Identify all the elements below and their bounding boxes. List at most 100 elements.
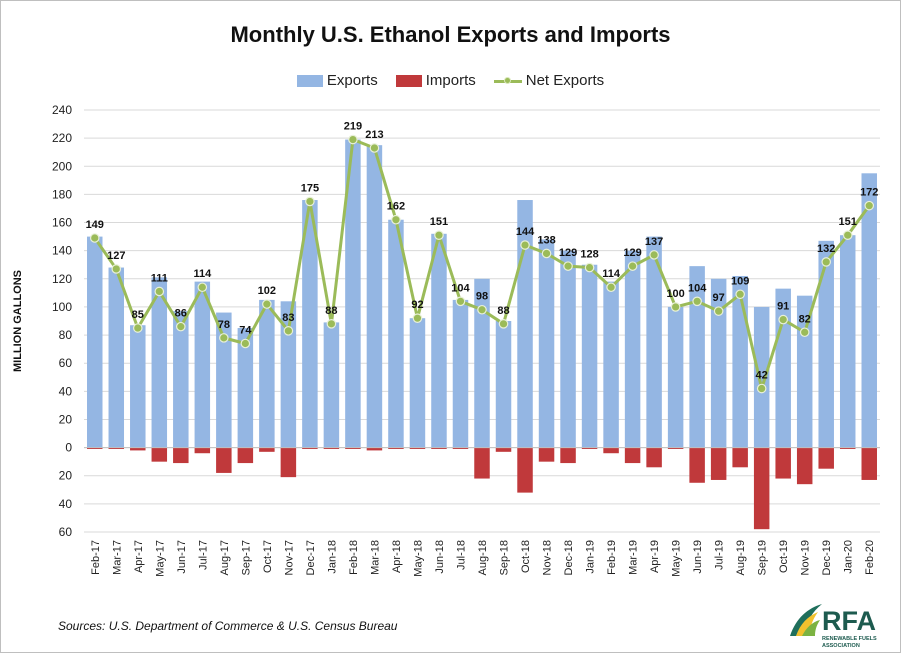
x-tick-label: Feb-20 xyxy=(864,540,876,575)
legend-label-net-exports: Net Exports xyxy=(525,72,605,89)
logo-text: RFA xyxy=(822,606,876,636)
y-tick-label: 40 xyxy=(59,384,73,398)
y-tick-label: 140 xyxy=(52,244,72,258)
rfa-logo: RFA RENEWABLE FUELS ASSOCIATION xyxy=(790,604,877,649)
y-tick-label: 80 xyxy=(59,328,73,342)
data-label: 213 xyxy=(365,129,383,141)
exports-bar xyxy=(732,275,748,448)
imports-bar xyxy=(538,447,555,462)
imports-bar xyxy=(646,447,662,468)
logo-leaf-green xyxy=(802,620,820,636)
exports-bar xyxy=(237,328,254,448)
data-label: 114 xyxy=(193,268,212,280)
legend-label-exports: Exports xyxy=(326,72,378,89)
exports-bar xyxy=(839,235,856,448)
y-tick-label: 220 xyxy=(52,131,72,145)
x-tick-label: Sep-19 xyxy=(757,540,769,575)
x-tick-label: Jan-20 xyxy=(843,540,855,574)
x-tick-label: May-19 xyxy=(671,540,683,577)
x-tick-label: Nov-19 xyxy=(800,540,812,575)
exports-bar xyxy=(388,219,404,448)
imports-bar xyxy=(108,447,125,450)
net-exports-point xyxy=(821,257,832,267)
exports-bar xyxy=(560,250,576,448)
data-label: 82 xyxy=(799,313,811,325)
data-label: 104 xyxy=(451,282,470,294)
net-exports-point xyxy=(240,338,251,349)
y-tick-label: 200 xyxy=(52,159,72,173)
exports-bar xyxy=(581,264,598,448)
exports-bar xyxy=(280,301,297,448)
x-tick-label: Jul-19 xyxy=(714,540,726,570)
exports-bar xyxy=(87,236,103,448)
x-tick-label: Feb-17 xyxy=(90,540,102,575)
net-exports-point xyxy=(369,143,380,153)
imports-bar xyxy=(259,447,275,452)
y-tick-label: 180 xyxy=(52,187,72,201)
net-exports-point xyxy=(348,134,358,145)
imports-bar xyxy=(796,447,813,485)
exports-bar xyxy=(667,306,684,448)
legend-swatch-imports xyxy=(395,74,422,87)
exports-bar xyxy=(108,267,125,448)
x-tick-label: Mar-17 xyxy=(111,540,123,575)
exports-bar xyxy=(689,266,705,448)
imports-bar xyxy=(130,447,146,451)
data-label: 129 xyxy=(623,247,641,259)
imports-bar xyxy=(280,447,297,478)
logo-leaf-yellow xyxy=(796,612,818,636)
x-tick-label: Jul-17 xyxy=(197,540,209,570)
y-tick-label: 40 xyxy=(59,497,73,511)
exports-bar xyxy=(753,306,770,448)
exports-bar xyxy=(431,233,447,448)
data-label: 172 xyxy=(860,187,878,199)
imports-bar xyxy=(173,447,189,464)
net-exports-point xyxy=(283,326,294,336)
x-tick-label: Apr-18 xyxy=(391,540,403,573)
exports-bar xyxy=(366,145,383,448)
data-label: 74 xyxy=(239,325,252,337)
data-label: 85 xyxy=(132,309,144,321)
net-exports-point xyxy=(154,286,165,297)
y-tick-label: 160 xyxy=(52,216,72,230)
y-tick-label: 240 xyxy=(52,103,72,117)
x-tick-label: Sep-18 xyxy=(499,540,511,575)
net-exports-point xyxy=(477,304,487,315)
exports-bar xyxy=(538,239,555,448)
imports-bar xyxy=(775,447,791,479)
y-tick-label: 20 xyxy=(59,469,73,483)
data-label: 149 xyxy=(86,219,104,231)
exports-bar xyxy=(409,318,426,448)
x-tick-label: Aug-17 xyxy=(219,540,231,575)
data-label: 102 xyxy=(258,285,276,297)
imports-bar xyxy=(366,447,383,451)
net-exports-point xyxy=(670,302,681,312)
imports-bar xyxy=(624,447,641,464)
imports-bar xyxy=(323,447,340,450)
net-exports-point xyxy=(520,240,530,250)
exports-bar xyxy=(345,139,361,448)
net-exports-point xyxy=(606,282,616,293)
exports-bar xyxy=(861,173,877,448)
exports-bar xyxy=(818,240,834,448)
net-exports-point xyxy=(262,299,272,309)
net-exports-point xyxy=(305,196,315,207)
exports-bar xyxy=(624,250,641,448)
data-label: 129 xyxy=(559,247,577,259)
data-label: 109 xyxy=(731,275,749,287)
exports-bar xyxy=(130,325,146,448)
x-tick-label: Feb-18 xyxy=(348,540,360,575)
net-exports-point xyxy=(412,313,423,323)
imports-bar xyxy=(87,447,103,450)
x-tick-label: Feb-19 xyxy=(606,540,618,575)
exports-bar xyxy=(495,321,512,448)
y-tick-label: 0 xyxy=(65,441,72,455)
exports-bar xyxy=(323,322,340,448)
x-tick-label: Jun-19 xyxy=(692,540,704,574)
exports-bar xyxy=(151,277,168,448)
x-tick-label: Oct-18 xyxy=(520,540,532,573)
data-label: 42 xyxy=(756,370,768,382)
net-exports-point xyxy=(391,214,401,225)
imports-bar xyxy=(474,447,490,479)
chart-legend: Exports Imports Net Exports xyxy=(0,72,901,89)
